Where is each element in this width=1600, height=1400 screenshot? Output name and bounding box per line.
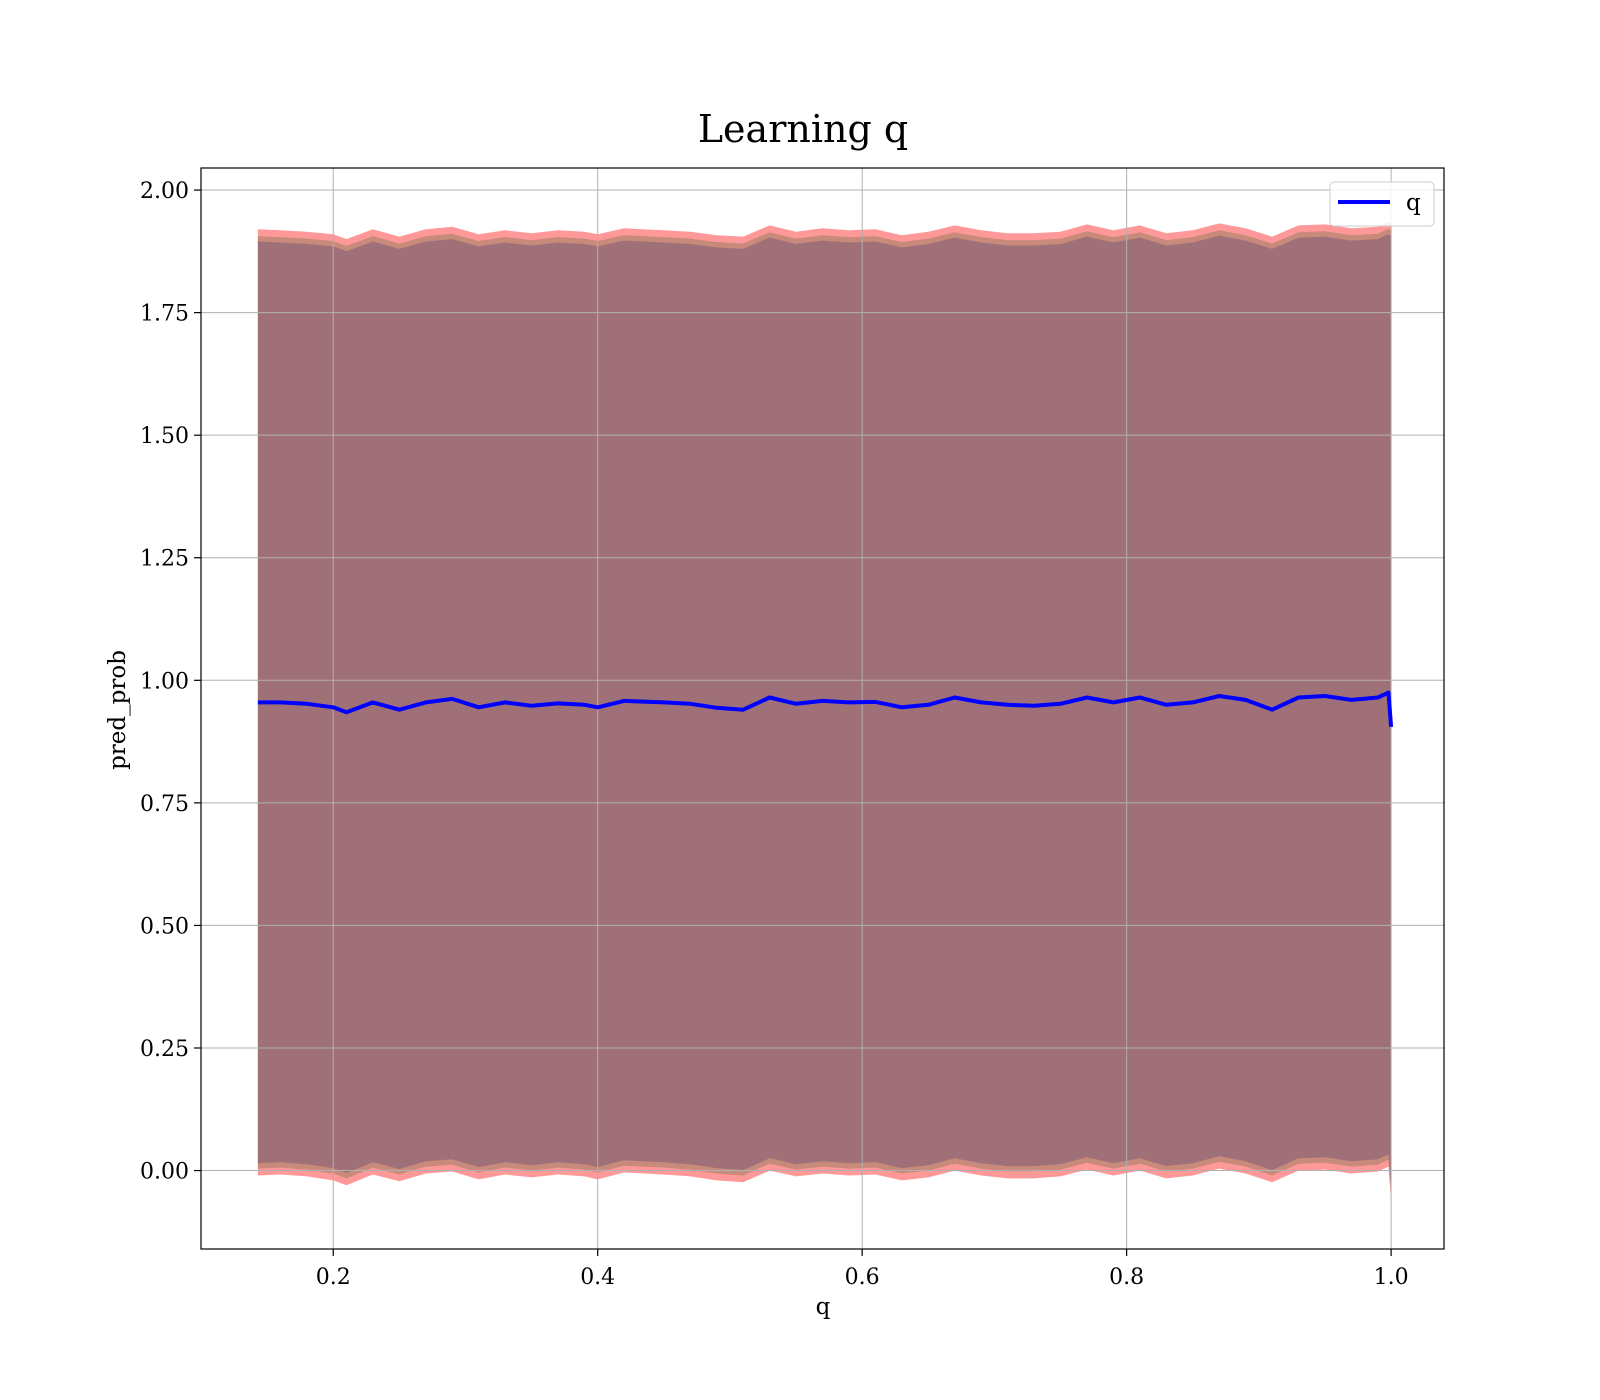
x-tick-label: 0.6 [845,1265,880,1290]
y-tick-label: 2.00 [140,179,189,204]
y-tick-label: 1.25 [140,547,189,572]
uncertainty-bands [257,221,1392,1203]
plot-area [200,167,1445,1250]
x-tick-label: 0.2 [316,1265,351,1290]
series-lines [257,690,1394,728]
legend-label-q: q [1406,190,1421,216]
y-axis-label: pred_prob [105,650,131,770]
band-2 [257,234,1392,1191]
legend: q [1329,181,1435,227]
y-tick-label: 0.50 [140,914,189,939]
y-axis-ticks: 0.00 0.25 0.50 0.75 1.00 1.25 1.50 1.75 2.00 [140,179,201,1185]
series-line-q [257,690,1394,728]
chart-title: Learning q [698,107,908,151]
x-tick-label: 0.4 [580,1265,615,1290]
y-tick-label: 1.75 [140,302,189,327]
y-tick-label: 1.00 [140,669,189,694]
y-tick-label: 0.75 [140,792,189,817]
y-tick-label: 1.50 [140,424,189,449]
x-axis-label: q [816,1294,831,1320]
x-tick-label: 1.0 [1374,1265,1409,1290]
plot-frame [200,167,1445,1250]
grid-lines [201,168,1444,1249]
y-tick-label: 0.25 [140,1037,189,1062]
y-tick-label: 0.00 [140,1160,189,1185]
x-tick-label: 0.8 [1109,1265,1144,1290]
x-axis-ticks: 0.2 0.4 0.6 0.8 1.0 [316,1249,1409,1290]
